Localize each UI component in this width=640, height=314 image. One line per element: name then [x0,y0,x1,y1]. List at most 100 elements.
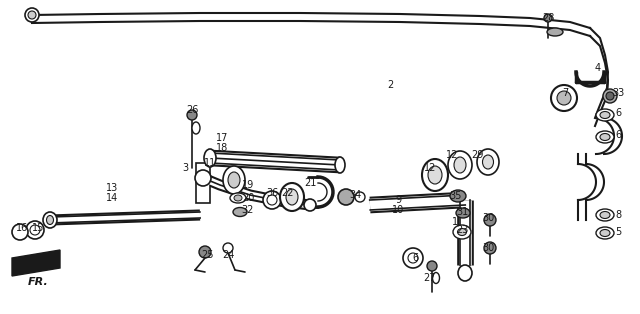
Text: 30: 30 [482,213,494,223]
Text: 32: 32 [242,205,254,215]
Circle shape [28,11,36,19]
Text: 15: 15 [32,223,44,233]
Text: 6: 6 [615,108,621,118]
Ellipse shape [433,273,440,284]
Ellipse shape [596,131,614,143]
Text: 2: 2 [387,80,393,90]
Text: 9: 9 [395,195,401,205]
Text: 35: 35 [449,191,461,201]
Ellipse shape [228,172,240,188]
Text: 4: 4 [595,63,601,73]
Ellipse shape [230,193,246,203]
Text: 3: 3 [182,163,188,173]
Ellipse shape [547,28,563,36]
Ellipse shape [448,151,472,179]
Circle shape [408,253,418,263]
Text: 6: 6 [412,253,418,263]
Text: 13: 13 [106,183,118,193]
Text: 14: 14 [106,193,118,203]
Ellipse shape [458,265,472,281]
Ellipse shape [223,166,245,194]
Circle shape [25,8,39,22]
Circle shape [267,195,277,205]
Text: 36: 36 [266,188,278,198]
Circle shape [223,243,233,253]
Text: 24: 24 [222,250,234,260]
Ellipse shape [483,155,493,169]
Text: 11: 11 [204,158,216,168]
Text: 16: 16 [16,223,28,233]
Ellipse shape [456,208,470,218]
Ellipse shape [234,195,242,201]
Text: 34: 34 [349,190,361,200]
Circle shape [427,261,437,271]
Circle shape [606,92,614,100]
Ellipse shape [600,212,610,219]
Text: 1: 1 [452,217,458,227]
Text: 12: 12 [424,163,436,173]
Text: 21: 21 [304,178,316,188]
Circle shape [199,246,211,258]
Text: 28: 28 [542,13,554,23]
Circle shape [484,214,496,226]
Circle shape [304,199,316,211]
Text: 26: 26 [186,105,198,115]
Text: 18: 18 [216,143,228,153]
Circle shape [603,89,617,103]
Text: 31: 31 [456,207,468,217]
Circle shape [544,14,552,22]
Ellipse shape [335,157,345,173]
Text: 25: 25 [202,250,214,260]
Ellipse shape [422,159,448,191]
Text: 27: 27 [424,273,436,283]
Ellipse shape [600,111,610,118]
Ellipse shape [458,229,467,236]
Circle shape [187,110,197,120]
Text: 23: 23 [456,225,468,235]
Ellipse shape [600,133,610,140]
Text: 12: 12 [446,150,458,160]
Ellipse shape [596,227,614,239]
Circle shape [403,248,423,268]
Bar [196,163,210,203]
Ellipse shape [428,166,442,184]
Ellipse shape [286,189,298,205]
Text: 17: 17 [216,133,228,143]
Circle shape [484,242,496,254]
Text: 20: 20 [242,193,254,203]
Text: 30: 30 [482,243,494,253]
Ellipse shape [233,208,247,216]
Ellipse shape [600,230,610,236]
Circle shape [338,189,354,205]
Text: 10: 10 [392,205,404,215]
Ellipse shape [204,149,216,167]
Circle shape [557,91,571,105]
Circle shape [263,191,281,209]
Ellipse shape [477,149,499,175]
Text: 22: 22 [282,188,294,198]
Ellipse shape [280,183,304,211]
Text: 33: 33 [612,88,624,98]
Ellipse shape [450,190,466,202]
Circle shape [355,192,365,202]
Ellipse shape [192,122,200,134]
Text: 5: 5 [615,227,621,237]
Text: 8: 8 [615,210,621,220]
Circle shape [12,224,28,240]
Circle shape [30,225,40,235]
Text: 7: 7 [562,88,568,98]
Polygon shape [12,250,60,276]
Ellipse shape [453,225,471,239]
Text: 6: 6 [615,130,621,140]
Circle shape [26,221,44,239]
Text: 19: 19 [242,180,254,190]
Ellipse shape [596,109,614,121]
Text: FR.: FR. [28,277,49,287]
Text: 29: 29 [471,150,483,160]
Ellipse shape [596,209,614,221]
Ellipse shape [43,212,57,228]
Ellipse shape [47,215,54,225]
Ellipse shape [454,157,466,173]
Circle shape [195,170,211,186]
Circle shape [551,85,577,111]
